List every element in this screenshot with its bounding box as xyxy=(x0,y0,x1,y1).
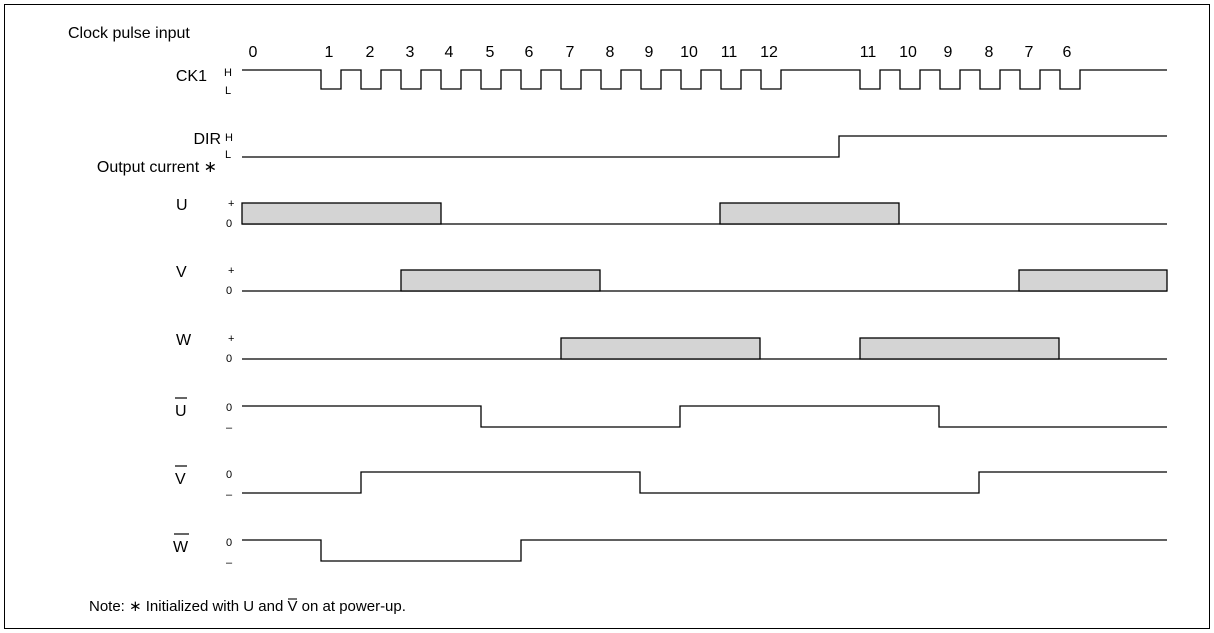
ubar-label: U xyxy=(175,403,187,420)
v-label: V xyxy=(176,264,187,281)
clock-tick-5: 5 xyxy=(486,44,495,61)
v-on-pulse-2 xyxy=(1018,269,1168,292)
ubar-minus-level: – xyxy=(226,422,233,434)
clock-tick-16: 8 xyxy=(985,44,994,61)
clock-tick-15: 9 xyxy=(944,44,953,61)
diagram-frame xyxy=(4,4,1210,629)
clock-tick-12: 12 xyxy=(760,44,778,61)
w-plus-level: + xyxy=(228,333,234,345)
u-on-pulse-2 xyxy=(719,202,900,225)
u-zero-level: 0 xyxy=(226,218,232,230)
clock-tick-8: 8 xyxy=(606,44,615,61)
clock-tick-6: 6 xyxy=(525,44,534,61)
clock-tick-4: 4 xyxy=(445,44,454,61)
output-current-label: Output current ∗ xyxy=(97,159,217,176)
v-on-pulse-1 xyxy=(400,269,601,292)
w-on-pulse-1 xyxy=(560,337,761,360)
vbar-minus-level: – xyxy=(226,489,233,501)
wbar-zero-level: 0 xyxy=(226,537,232,549)
clock-tick-9: 9 xyxy=(645,44,654,61)
u-on-pulse-1 xyxy=(241,202,442,225)
ck1-high-level: H xyxy=(224,67,232,79)
clock-tick-18: 6 xyxy=(1063,44,1072,61)
dir-label: DIR xyxy=(193,131,221,148)
ck1-low-level: L xyxy=(225,85,231,97)
v-plus-level: + xyxy=(228,265,234,277)
w-on-pulse-2 xyxy=(859,337,1060,360)
vbar-zero-level: 0 xyxy=(226,469,232,481)
clock-tick-17: 7 xyxy=(1025,44,1034,61)
clock-tick-14: 10 xyxy=(899,44,917,61)
u-label: U xyxy=(176,197,188,214)
wbar-minus-level: – xyxy=(226,557,233,569)
clock-tick-0: 0 xyxy=(249,44,258,61)
w-label: W xyxy=(176,332,192,349)
clock-tick-1: 1 xyxy=(325,44,334,61)
ck1-label: CK1 xyxy=(176,68,207,85)
clock-tick-11: 11 xyxy=(721,44,738,61)
vbar-waveform xyxy=(242,471,1167,494)
dir-low-level: L xyxy=(225,149,231,161)
dir-high-level: H xyxy=(225,132,233,144)
vbar-label: V xyxy=(175,471,186,488)
dir-waveform xyxy=(242,135,1167,158)
u-plus-level: + xyxy=(228,198,234,210)
clock-pulse-input-label: Clock pulse input xyxy=(68,25,190,42)
clock-tick-2: 2 xyxy=(366,44,375,61)
wbar-waveform xyxy=(242,539,1167,562)
power-up-note: Note: ∗ Initialized with U and V on at p… xyxy=(89,598,406,615)
w-zero-level: 0 xyxy=(226,353,232,365)
clock-tick-7: 7 xyxy=(566,44,575,61)
clock-tick-10: 10 xyxy=(680,44,698,61)
ubar-waveform xyxy=(242,405,1167,428)
clock-tick-13: 11 xyxy=(860,44,877,61)
clock-tick-labels: 0 1 2 3 4 5 6 7 8 9 10 11 12 11 10 9 8 7 6 xyxy=(249,44,1072,61)
clock-tick-3: 3 xyxy=(406,44,415,61)
v-zero-level: 0 xyxy=(226,285,232,297)
ck1-waveform xyxy=(242,69,1167,90)
wbar-label: W xyxy=(173,539,189,556)
ubar-zero-level: 0 xyxy=(226,402,232,414)
